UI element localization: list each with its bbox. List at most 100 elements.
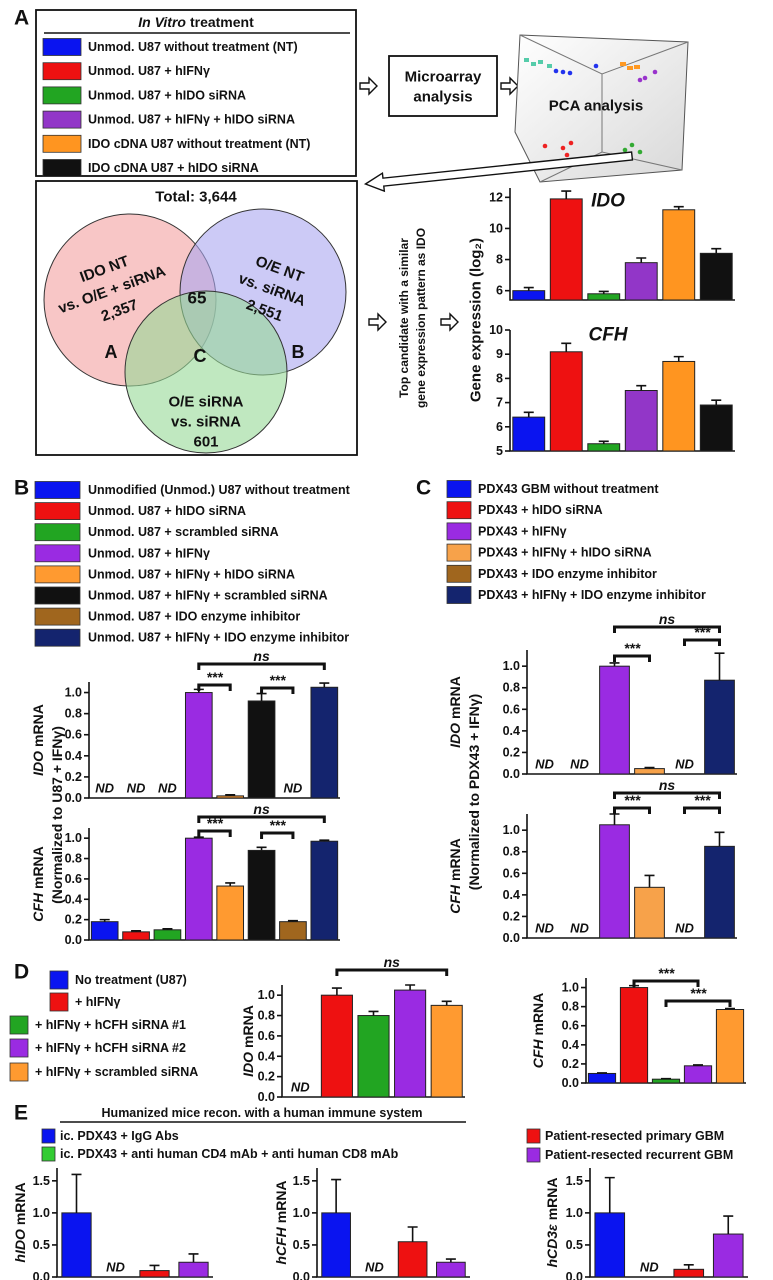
legend-swatch: [446, 543, 472, 562]
legend-swatch: [42, 38, 82, 56]
legend-header: Humanized mice recon. with a human immun…: [102, 1106, 423, 1120]
bar: [662, 209, 696, 301]
error-bar: [636, 257, 647, 263]
legend-swatch: [9, 1038, 29, 1058]
error-bar: [683, 1264, 694, 1270]
significance-bracket: [613, 654, 651, 662]
y-axis-label-gene: hCFH: [273, 1226, 289, 1264]
bar: [619, 987, 649, 1084]
y-tick-label: 0.5: [33, 1238, 50, 1252]
arrow: [440, 312, 459, 332]
legend-label: Unmod. U87 + hIFNγ + hIDO siRNA: [88, 567, 295, 581]
significance-bracket: [683, 806, 721, 814]
y-tick-label: 1.0: [293, 1206, 310, 1220]
y-axis-note: (Normalized to PDX43 + IFNγ): [466, 694, 482, 890]
legend-swatch: [42, 134, 82, 153]
bar: [599, 665, 630, 775]
legend-swatch: [446, 564, 472, 583]
venn-box: [35, 180, 358, 456]
error-bar: [131, 930, 142, 932]
legend-swatch: [41, 1128, 56, 1144]
bar: [683, 1065, 713, 1084]
error-bar: [693, 1064, 703, 1066]
bar: [624, 262, 658, 301]
y-axis-label-unit: mRNA: [30, 704, 46, 747]
y-tick-label: 0.2: [503, 909, 520, 923]
y-tick-label: 0.2: [503, 745, 520, 759]
y-tick-label: 0.2: [65, 913, 82, 927]
error-bar: [609, 662, 620, 667]
significance-bracket: [260, 686, 295, 694]
legend-swatch: [49, 992, 69, 1012]
y-tick-label: 1.5: [33, 1174, 50, 1188]
legend-label: Unmod. U87 + hIDO siRNA: [88, 88, 246, 102]
significance-label: ***: [624, 640, 641, 656]
bar: [394, 989, 427, 1098]
y-axis-label: CFH mRNA: [447, 838, 463, 914]
y-tick-label: 0.4: [562, 1038, 579, 1052]
error-bar: [723, 1215, 734, 1235]
error-bar: [405, 984, 416, 991]
y-tick-label: 0.6: [503, 866, 520, 880]
legend-label: PDX43 + hIFNγ + IDO enzyme inhibitor: [478, 588, 706, 602]
legend-label: Patient-resected primary GBM: [545, 1129, 724, 1143]
legend-label: PDX43 + hIDO siRNA: [478, 503, 603, 517]
bar: [549, 198, 583, 301]
y-tick-label: 8: [496, 253, 503, 267]
error-bar: [193, 836, 204, 839]
venn-overlap: 65: [188, 289, 207, 308]
nd-label: ND: [106, 1260, 125, 1275]
legend-label: Unmod. U87 + hIFNγ + IDO enzyme inhibito…: [88, 631, 349, 645]
nd-label: ND: [284, 781, 303, 796]
legend-swatch: [34, 544, 81, 563]
significance-bracket: [613, 625, 721, 633]
legend-swatch: [42, 110, 82, 129]
panel-label: B: [14, 477, 29, 500]
significance-label: ***: [658, 965, 675, 981]
y-axis-label-unit: mRNA: [447, 838, 463, 881]
significance-label: ***: [269, 672, 286, 688]
significance-label: ***: [694, 792, 711, 808]
chart-title: CFH: [588, 325, 628, 346]
microarray-box: [388, 55, 498, 117]
panel-label: C: [416, 477, 431, 500]
y-tick-label: 10: [489, 323, 503, 337]
pca-label: PCA analysis: [549, 98, 644, 115]
y-tick-label: 0.5: [293, 1238, 310, 1252]
significance-bracket: [613, 791, 721, 799]
y-tick-label: 1.0: [33, 1206, 50, 1220]
error-bar: [71, 1173, 82, 1213]
legend-label: Unmod. U87 + hIFNγ + scrambled siRNA: [88, 589, 328, 603]
legend-swatch: [34, 586, 81, 605]
legend-label: + hIFNγ: [75, 995, 121, 1009]
significance-label: ***: [269, 817, 286, 833]
legend-label: + hIFNγ + hCFH siRNA #1: [35, 1018, 186, 1032]
error-bar: [319, 682, 330, 688]
legend-swatch: [446, 522, 472, 541]
legend-label: Patient-resected recurrent GBM: [545, 1148, 733, 1162]
bar: [436, 1261, 466, 1278]
nd-label: ND: [535, 921, 554, 936]
bar: [321, 1212, 351, 1278]
error-bar: [714, 831, 725, 847]
error-bar: [256, 692, 267, 701]
bar: [247, 849, 276, 941]
y-tick-label: 12: [489, 190, 503, 204]
legend-title: In Vitro treatment: [138, 14, 254, 30]
legend-swatch: [9, 1015, 29, 1035]
y-tick-label: 0.6: [65, 728, 82, 742]
y-tick-label: 1.0: [566, 1206, 583, 1220]
y-tick-label: 0.4: [65, 749, 82, 763]
error-bar: [331, 987, 342, 996]
bar: [634, 886, 665, 939]
bar: [651, 1078, 681, 1084]
bar: [662, 360, 696, 452]
nd-label: ND: [570, 757, 589, 772]
bar: [624, 390, 658, 452]
legend-swatch: [446, 501, 472, 520]
nd-label: ND: [365, 1260, 384, 1275]
y-tick-label: 0.6: [562, 1019, 579, 1033]
legend-label: No treatment (U87): [75, 973, 187, 987]
error-bar: [523, 411, 534, 418]
y-tick-label: 0.5: [566, 1238, 583, 1252]
